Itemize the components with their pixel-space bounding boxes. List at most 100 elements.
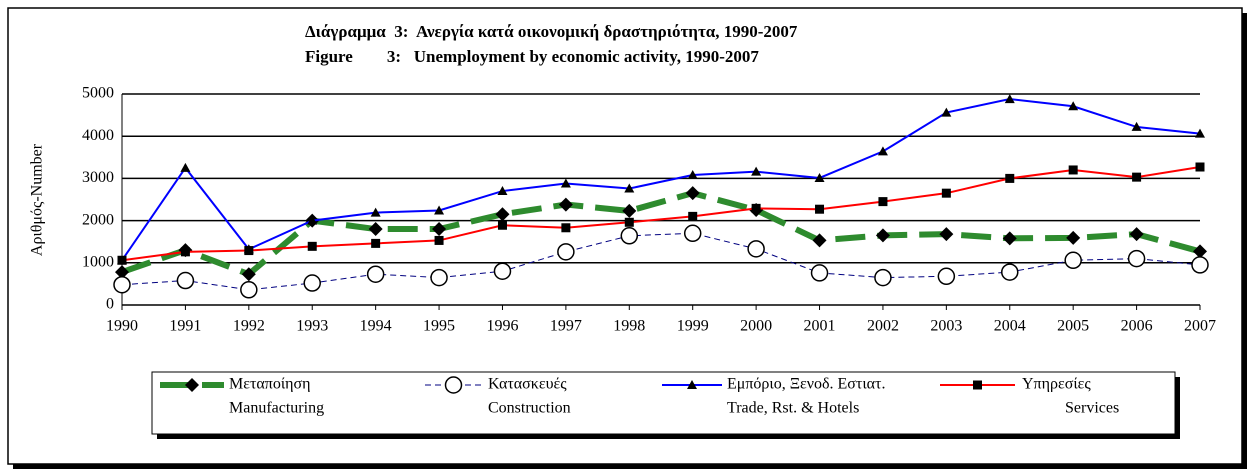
y-axis-label: Αριθμός-Number xyxy=(29,143,46,256)
series-line xyxy=(121,98,1201,261)
marker xyxy=(434,205,445,215)
marker xyxy=(1066,230,1081,245)
marker xyxy=(1191,256,1209,274)
legend-label: Manufacturing xyxy=(229,400,324,417)
marker xyxy=(941,188,951,198)
marker xyxy=(307,215,318,225)
x-tick-label: 1990 xyxy=(106,318,138,335)
marker xyxy=(368,222,383,237)
y-tick-label: 1000 xyxy=(82,253,114,270)
legend-label: Μεταποίηση xyxy=(229,376,311,393)
marker xyxy=(180,247,190,257)
marker xyxy=(687,170,698,180)
marker xyxy=(444,376,463,394)
marker xyxy=(687,380,697,389)
legend-label: Construction xyxy=(488,400,571,417)
x-tick-label: 2003 xyxy=(930,318,962,335)
marker xyxy=(751,166,762,176)
marker xyxy=(874,268,892,287)
chart-title: Figure 3: Unemployment by economic activ… xyxy=(305,47,759,66)
legend-label: Trade, Rst. & Hotels xyxy=(727,400,859,417)
marker xyxy=(810,264,829,282)
marker xyxy=(434,235,444,245)
x-tick-label: 2005 xyxy=(1057,318,1089,335)
marker xyxy=(558,197,573,212)
marker xyxy=(560,178,571,188)
marker xyxy=(1195,162,1205,172)
marker xyxy=(1195,128,1205,138)
legend-label: Υπηρεσίες xyxy=(1022,376,1091,393)
marker xyxy=(1068,101,1079,111)
marker xyxy=(307,241,317,251)
marker xyxy=(878,197,888,207)
marker xyxy=(176,271,195,290)
marker xyxy=(1131,121,1142,131)
marker xyxy=(751,203,761,213)
marker xyxy=(1005,173,1015,183)
chart-title: Διάγραμμα 3: Ανεργία κατά οικονομική δρα… xyxy=(305,22,798,41)
x-tick-label: 1991 xyxy=(169,318,201,335)
marker xyxy=(497,186,508,196)
x-tick-label: 2006 xyxy=(1121,318,1153,335)
legend xyxy=(151,371,1176,435)
x-tick-label: 1994 xyxy=(360,318,392,335)
x-tick-label: 2004 xyxy=(994,318,1026,335)
x-tick-label: 2002 xyxy=(867,318,899,335)
marker xyxy=(1193,244,1207,259)
marker xyxy=(624,183,635,193)
x-tick-label: 1995 xyxy=(423,318,455,335)
legend-label: Services xyxy=(1065,400,1119,417)
x-tick-label: 2001 xyxy=(804,318,836,335)
marker xyxy=(366,265,385,283)
marker xyxy=(1001,263,1019,281)
marker xyxy=(113,275,131,294)
series-line xyxy=(121,166,1201,262)
marker xyxy=(688,211,698,221)
marker xyxy=(303,274,321,292)
marker xyxy=(495,207,510,222)
marker xyxy=(497,220,507,230)
y-tick-label: 4000 xyxy=(82,127,114,144)
marker xyxy=(620,227,639,245)
marker xyxy=(1068,165,1078,175)
x-tick-label: 2000 xyxy=(740,318,772,335)
series-line xyxy=(121,232,1201,291)
legend-label: Εμπόριο, Ξενοδ. Εστιατ. xyxy=(727,376,885,393)
series-line xyxy=(121,190,1201,278)
y-tick-label: 3000 xyxy=(82,169,114,186)
y-tick-label: 0 xyxy=(106,296,114,313)
marker xyxy=(812,233,827,248)
marker xyxy=(1129,227,1144,242)
marker xyxy=(939,227,954,242)
marker xyxy=(747,240,765,258)
marker xyxy=(683,224,702,243)
marker xyxy=(941,107,952,117)
marker xyxy=(117,255,127,265)
marker xyxy=(622,203,637,218)
x-tick-label: 1998 xyxy=(613,318,645,335)
x-tick-label: 1993 xyxy=(296,318,328,335)
marker xyxy=(370,207,381,217)
marker xyxy=(493,262,512,280)
marker xyxy=(624,217,634,227)
marker xyxy=(877,146,888,156)
marker xyxy=(937,267,956,286)
marker xyxy=(371,238,381,248)
marker xyxy=(115,265,129,280)
marker xyxy=(1132,172,1142,182)
marker xyxy=(1002,231,1017,246)
marker xyxy=(240,281,258,299)
marker xyxy=(561,223,571,233)
x-tick-label: 1999 xyxy=(677,318,709,335)
y-tick-label: 2000 xyxy=(82,211,114,228)
legend-label: Κατασκευές xyxy=(488,376,567,393)
x-tick-label: 1996 xyxy=(486,318,518,335)
marker xyxy=(244,246,254,256)
marker xyxy=(685,186,700,201)
x-tick-label: 1997 xyxy=(550,318,582,335)
marker xyxy=(430,268,448,287)
marker xyxy=(1127,249,1146,268)
marker xyxy=(185,378,199,392)
x-tick-label: 1992 xyxy=(233,318,265,335)
